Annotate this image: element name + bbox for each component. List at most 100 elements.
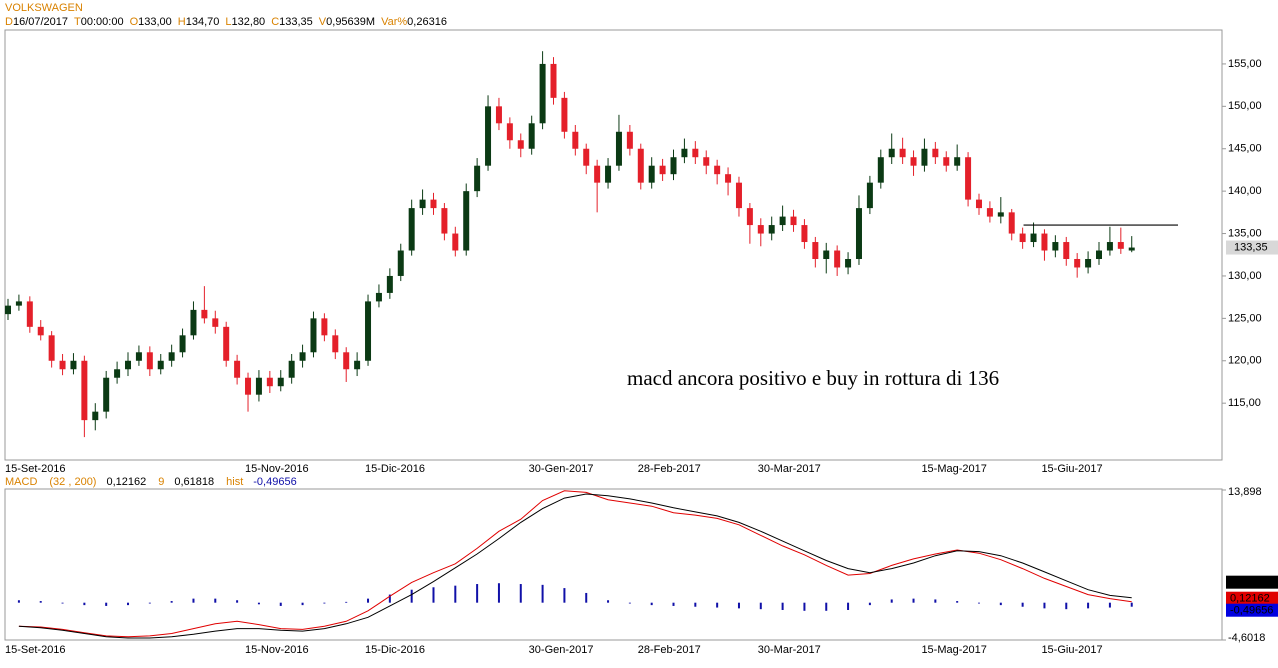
candle-body <box>888 148 895 158</box>
candle-body <box>659 165 666 175</box>
candle-body <box>1052 242 1059 251</box>
candle-body <box>615 131 622 166</box>
hist-bar <box>628 602 631 604</box>
candle-body <box>157 360 164 370</box>
hist-bar <box>236 600 239 603</box>
candle-body <box>190 309 197 336</box>
signal-line <box>18 493 1132 639</box>
candle-body <box>201 309 208 319</box>
x-tick-label: 30-Gen-2017 <box>529 644 594 656</box>
candle-body <box>266 377 273 387</box>
info-value: 133,35 <box>279 16 313 28</box>
candle-body <box>823 250 830 259</box>
info-value: 00:00:00 <box>81 16 124 28</box>
candle-body <box>954 157 961 166</box>
y-tick-label: -4,6018 <box>1228 632 1265 644</box>
symbol: VOLKSWAGEN <box>5 2 83 14</box>
candle-body <box>692 148 699 158</box>
hist-bar <box>672 602 675 606</box>
candle-body <box>561 97 568 132</box>
candle-body <box>1019 233 1026 243</box>
candle-body <box>365 301 372 361</box>
info-key: H <box>178 16 186 28</box>
candle-body <box>419 199 426 209</box>
candle-body <box>26 301 33 327</box>
candle-body <box>1008 212 1015 234</box>
hist-bar <box>694 602 697 607</box>
hist-bar <box>759 602 762 610</box>
candle-body <box>343 352 350 370</box>
y-tick-label: 135,00 <box>1228 227 1262 239</box>
hist-bar <box>737 602 740 609</box>
candle-body <box>725 174 732 183</box>
candle-body <box>310 318 317 353</box>
candle-body <box>834 250 841 268</box>
x-tick-label: 28-Feb-2017 <box>638 463 701 475</box>
candle-body <box>1106 242 1113 251</box>
hist-bar <box>650 602 653 606</box>
legend-name: 9 <box>158 476 164 488</box>
candle-body <box>223 326 230 361</box>
hist-bar <box>192 598 195 603</box>
candle-body <box>332 335 339 353</box>
candle-body <box>452 233 459 251</box>
hist-bar <box>17 600 20 603</box>
candle-body <box>746 208 753 226</box>
candle-body <box>386 275 393 293</box>
candle-body <box>779 216 786 226</box>
hist-bar <box>1108 602 1111 608</box>
hist-bar <box>257 602 260 605</box>
legend-value: 0,61818 <box>174 476 214 488</box>
candle-body <box>114 369 121 378</box>
y-tick-label: 145,00 <box>1228 143 1262 155</box>
info-value: 133,00 <box>138 16 172 28</box>
x-tick-label: 15-Mag-2017 <box>921 644 986 656</box>
x-tick-label: 15-Nov-2016 <box>245 644 309 656</box>
last-price-box <box>1226 240 1278 255</box>
legend-value: 0,12162 <box>106 476 146 488</box>
candle-body <box>757 225 764 234</box>
candle-body <box>855 208 862 259</box>
hist-bar <box>476 584 479 603</box>
hist-bar <box>432 587 435 603</box>
x-tick-label: 15-Nov-2016 <box>245 463 309 475</box>
legend-name: hist <box>226 476 243 488</box>
candle-body <box>485 106 492 166</box>
candle-body <box>681 148 688 158</box>
y-tick-label: 140,00 <box>1228 185 1262 197</box>
y-tick-label: 125,00 <box>1228 312 1262 324</box>
candle-body <box>594 165 601 183</box>
last-price-label: 133,35 <box>1234 241 1268 253</box>
info-key: D <box>5 16 13 28</box>
candle-body <box>572 131 579 149</box>
candle-body <box>506 123 513 141</box>
hist-bar <box>61 602 64 604</box>
hist-bar <box>977 602 980 604</box>
candle-body <box>1030 233 1037 243</box>
info-value: 134,70 <box>186 16 220 28</box>
candle-body <box>943 157 950 166</box>
candle-body <box>866 182 873 209</box>
hist-bar <box>519 584 522 603</box>
candle-body <box>801 225 808 243</box>
hist-bar <box>956 601 959 603</box>
info-value: 132,80 <box>232 16 266 28</box>
hist-bar <box>105 602 108 606</box>
x-tick-label: 15-Set-2016 <box>5 463 66 475</box>
hist-bar <box>912 598 915 603</box>
candle-body <box>735 182 742 209</box>
candle-body <box>768 225 775 234</box>
hist-bar <box>39 601 42 603</box>
hist-bar <box>214 598 217 603</box>
y-tick-label: 120,00 <box>1228 355 1262 367</box>
candle-body <box>637 148 644 183</box>
value-box-label: 0,61818 <box>1230 577 1270 589</box>
info-key: Var% <box>381 16 407 28</box>
x-tick-label: 30-Mar-2017 <box>758 463 821 475</box>
hist-bar <box>345 601 348 603</box>
candle-body <box>1074 258 1081 268</box>
candle-body <box>626 131 633 149</box>
candle-body <box>495 106 502 124</box>
hist-bar <box>563 588 566 603</box>
